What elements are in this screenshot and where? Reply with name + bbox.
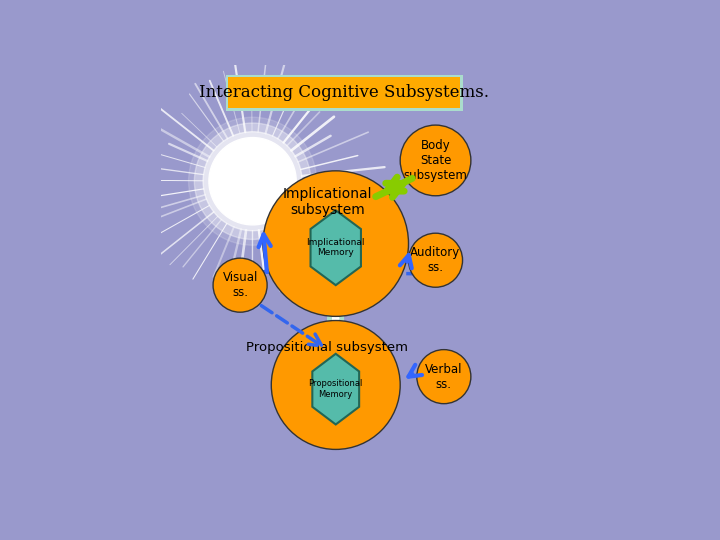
Polygon shape — [310, 211, 361, 285]
Circle shape — [203, 132, 302, 231]
Circle shape — [263, 171, 408, 316]
Circle shape — [189, 117, 317, 245]
Text: Implicational
subsystem: Implicational subsystem — [283, 187, 372, 217]
Text: Auditory
ss.: Auditory ss. — [410, 246, 461, 274]
Text: Propositional
Memory: Propositional Memory — [309, 380, 363, 399]
FancyBboxPatch shape — [225, 75, 462, 111]
Circle shape — [215, 144, 290, 219]
Text: Propositional subsystem: Propositional subsystem — [246, 341, 408, 354]
Circle shape — [194, 123, 311, 239]
Text: Visual
ss.: Visual ss. — [222, 271, 258, 299]
Text: Interacting Cognitive Subsystems.: Interacting Cognitive Subsystems. — [199, 84, 489, 102]
Circle shape — [408, 233, 462, 287]
Circle shape — [213, 258, 267, 312]
Text: Verbal
ss.: Verbal ss. — [425, 363, 462, 390]
Circle shape — [271, 321, 400, 449]
FancyBboxPatch shape — [228, 77, 461, 109]
Circle shape — [400, 125, 471, 196]
Polygon shape — [312, 354, 359, 424]
Circle shape — [226, 155, 279, 207]
Circle shape — [417, 349, 471, 404]
Text: Implicational
Memory: Implicational Memory — [307, 238, 365, 258]
Text: Body
State
subsystem: Body State subsystem — [404, 139, 467, 182]
Circle shape — [209, 138, 296, 225]
